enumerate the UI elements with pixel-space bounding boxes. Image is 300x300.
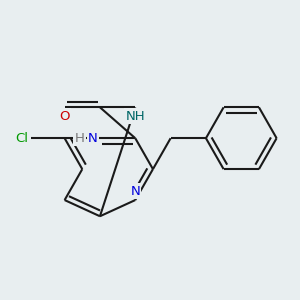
Text: Cl: Cl <box>15 132 28 145</box>
Text: NH: NH <box>125 110 145 123</box>
Text: N: N <box>130 185 140 198</box>
Text: H: H <box>75 132 85 145</box>
Text: O: O <box>59 110 70 123</box>
Text: N: N <box>88 132 98 145</box>
